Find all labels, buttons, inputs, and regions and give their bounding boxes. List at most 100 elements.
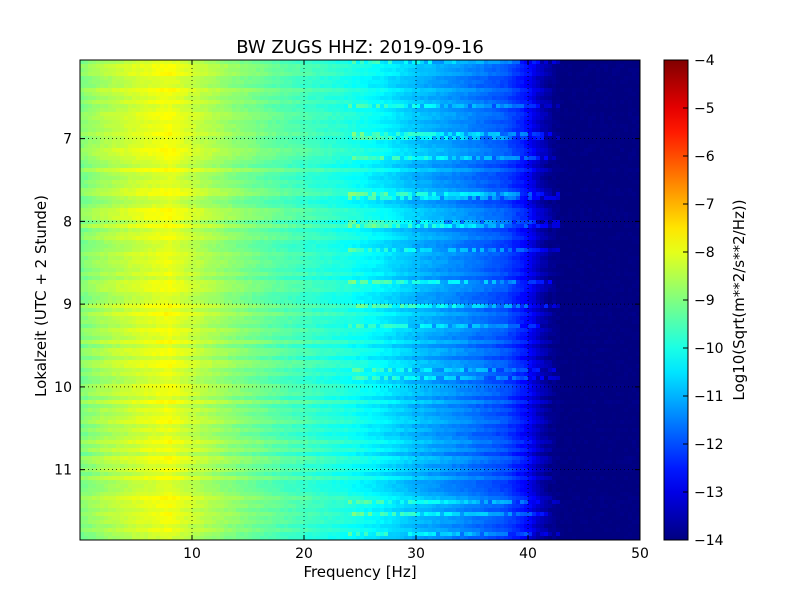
heatmap-cell [108, 176, 113, 181]
heatmap-cell [460, 108, 465, 113]
heatmap-cell [396, 168, 401, 173]
heatmap-cell [388, 168, 393, 173]
heatmap-cell [372, 200, 377, 205]
heatmap-cell [300, 92, 305, 97]
heatmap-cell [612, 140, 617, 145]
heatmap-cell [308, 116, 313, 121]
heatmap-cell [136, 136, 141, 141]
heatmap-cell [448, 124, 453, 129]
heatmap-cell [332, 100, 337, 105]
heatmap-cell [212, 80, 217, 85]
heatmap-cell [608, 116, 613, 121]
heatmap-cell [604, 76, 609, 81]
heatmap-cell [176, 180, 181, 185]
heatmap-cell [388, 112, 393, 117]
heatmap-cell [500, 80, 505, 85]
heatmap-cell [152, 180, 157, 185]
heatmap-cell [100, 168, 105, 173]
heatmap-cell [600, 192, 605, 197]
heatmap-cell [300, 88, 305, 93]
heatmap-cell [596, 152, 601, 157]
heatmap-cell [424, 136, 429, 141]
heatmap-cell [572, 68, 577, 73]
heatmap-cell [576, 136, 581, 141]
heatmap-cell [340, 124, 345, 129]
heatmap-cell [412, 116, 417, 121]
heatmap-cell [600, 128, 605, 133]
heatmap-cell [476, 192, 481, 197]
heatmap-cell [376, 160, 381, 165]
heatmap-cell [228, 64, 233, 69]
heatmap-cell [128, 196, 133, 201]
heatmap-cell [432, 200, 437, 205]
heatmap-cell [96, 128, 101, 133]
heatmap-cell [208, 84, 213, 89]
heatmap-cell [124, 96, 129, 101]
heatmap-cell [600, 84, 605, 89]
heatmap-cell [280, 124, 285, 129]
heatmap-cell [532, 132, 537, 137]
heatmap-cell [572, 104, 577, 109]
heatmap-cell [396, 140, 401, 145]
heatmap-cell [444, 184, 449, 189]
heatmap-cell [464, 168, 469, 173]
heatmap-cell [196, 144, 201, 149]
heatmap-cell [168, 64, 173, 69]
heatmap-cell [460, 68, 465, 73]
heatmap-cell [456, 64, 461, 69]
heatmap-cell [172, 128, 177, 133]
heatmap-cell [260, 132, 265, 137]
heatmap-cell [296, 176, 301, 181]
heatmap-cell [216, 88, 221, 93]
heatmap-cell [364, 64, 369, 69]
heatmap-cell [240, 184, 245, 189]
heatmap-cell [132, 112, 137, 117]
heatmap-cell [568, 164, 573, 169]
heatmap-cell [604, 84, 609, 89]
heatmap-cell [84, 88, 89, 93]
heatmap-cell [516, 156, 521, 161]
heatmap-cell [256, 128, 261, 133]
heatmap-cell [436, 152, 441, 157]
heatmap-cell [468, 176, 473, 181]
heatmap-cell [268, 72, 273, 77]
heatmap-cell [504, 168, 509, 173]
heatmap-cell [380, 176, 385, 181]
heatmap-cell [388, 120, 393, 125]
heatmap-cell [492, 176, 497, 181]
heatmap-cell [432, 124, 437, 129]
heatmap-cell [104, 108, 109, 113]
heatmap-cell [304, 192, 309, 197]
heatmap-cell [100, 152, 105, 157]
heatmap-cell [160, 124, 165, 129]
heatmap-cell [564, 128, 569, 133]
heatmap-cell [608, 60, 613, 65]
heatmap-cell [332, 136, 337, 141]
heatmap-cell [132, 180, 137, 185]
heatmap-cell [596, 96, 601, 101]
heatmap-cell [584, 60, 589, 65]
heatmap-cell [360, 188, 365, 193]
heatmap-cell [448, 92, 453, 97]
heatmap-cell [408, 164, 413, 169]
heatmap-cell [420, 116, 425, 121]
heatmap-cell [180, 132, 185, 137]
heatmap-cell [528, 104, 533, 109]
heatmap-cell [528, 124, 533, 129]
heatmap-cell [612, 188, 617, 193]
heatmap-cell [140, 164, 145, 169]
heatmap-cell [540, 136, 545, 141]
heatmap-cell [420, 60, 425, 65]
heatmap-cell [424, 176, 429, 181]
heatmap-cell [140, 156, 145, 161]
heatmap-cell [256, 144, 261, 149]
heatmap-cell [252, 176, 257, 181]
heatmap-cell [404, 84, 409, 89]
heatmap-cell [488, 72, 493, 77]
heatmap-cell [244, 136, 249, 141]
heatmap-cell [568, 136, 573, 141]
heatmap-cell [480, 76, 485, 81]
heatmap-cell [336, 64, 341, 69]
heatmap-cell [328, 92, 333, 97]
